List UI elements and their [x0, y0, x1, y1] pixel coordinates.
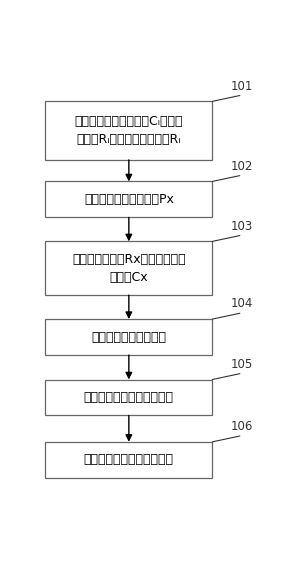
Text: 判断油井目前所处受效阶段: 判断油井目前所处受效阶段 [84, 453, 174, 466]
Text: 106: 106 [212, 420, 253, 442]
Text: 分析日度产量变化状况: 分析日度产量变化状况 [91, 331, 166, 344]
Text: 102: 102 [212, 160, 253, 182]
Text: 104: 104 [212, 297, 253, 319]
Text: 求取油井所在地层静压Px: 求取油井所在地层静压Px [84, 193, 174, 206]
Text: 求取原始二氧化碳含量Cᵢ和溶解
气油比Rᵢ，二氧化碳溶解度Rᵢ: 求取原始二氧化碳含量Cᵢ和溶解 气油比Rᵢ，二氧化碳溶解度Rᵢ [74, 115, 183, 146]
Bar [45, 379, 212, 415]
Text: 101: 101 [212, 80, 253, 101]
Text: 监测生产气油比Rx及井口二氧化
碳含量Cx: 监测生产气油比Rx及井口二氧化 碳含量Cx [72, 253, 186, 284]
Text: 建立油井受效阶段划分标准: 建立油井受效阶段划分标准 [84, 391, 174, 404]
Bar [45, 101, 212, 160]
Bar [45, 182, 212, 217]
Bar [45, 241, 212, 295]
Bar [45, 319, 212, 355]
Bar [45, 442, 212, 478]
Text: 105: 105 [212, 358, 253, 379]
Text: 103: 103 [212, 220, 253, 241]
